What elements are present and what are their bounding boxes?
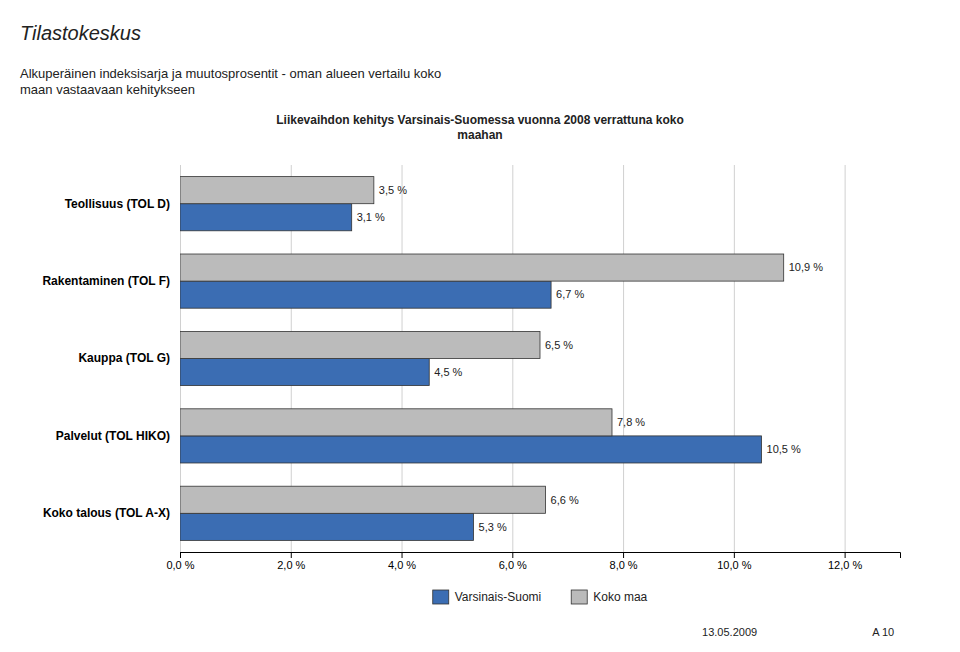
bar bbox=[180, 331, 540, 358]
x-tick: 0,0 % bbox=[166, 552, 194, 571]
x-tick-mark bbox=[180, 552, 181, 558]
x-tick: 12,0 % bbox=[828, 552, 862, 571]
x-tick-mark bbox=[623, 552, 624, 558]
y-tick: Kauppa (TOL G) bbox=[78, 351, 170, 365]
x-tick-mark bbox=[291, 552, 292, 558]
x-tick-mark bbox=[402, 552, 403, 558]
grid-tick bbox=[845, 165, 846, 552]
bar bbox=[180, 177, 374, 204]
bar bbox=[180, 204, 352, 231]
y-tick-label: Palvelut (TOL HIKO) bbox=[56, 429, 170, 443]
legend-label: Varsinais-Suomi bbox=[455, 590, 541, 604]
x-tick-label: 6,0 % bbox=[499, 559, 527, 571]
x-tick-label: 4,0 % bbox=[388, 559, 416, 571]
x-axis: 0,0 % 2,0 % 4,0 % 6,0 % 8,0 % 10,0 % 12,0 % bbox=[166, 552, 900, 571]
legend-swatch bbox=[433, 590, 449, 604]
y-tick-label: Teollisuus (TOL D) bbox=[65, 197, 170, 211]
x-tick: 2,0 % bbox=[277, 552, 305, 571]
x-tick-label: 10,0 % bbox=[717, 559, 751, 571]
legend-swatch bbox=[571, 590, 587, 604]
x-tick-label: 8,0 % bbox=[610, 559, 638, 571]
x-tick-label: 0,0 % bbox=[166, 559, 194, 571]
bar-series bbox=[180, 177, 784, 514]
grid-line bbox=[734, 165, 735, 552]
legend: Varsinais-Suomi Koko maa bbox=[433, 590, 648, 604]
y-tick: Palvelut (TOL HIKO) bbox=[56, 429, 170, 443]
annotation: Tilastokeskus bbox=[20, 22, 141, 44]
data-label: 3,5 % bbox=[379, 184, 407, 196]
legend-item: Varsinais-Suomi bbox=[433, 590, 541, 604]
data-label: 4,5 % bbox=[434, 366, 462, 378]
bar bbox=[180, 486, 546, 513]
bar bbox=[180, 359, 429, 386]
x-tick: 4,0 % bbox=[388, 552, 416, 571]
x-tick-label: 12,0 % bbox=[828, 559, 862, 571]
data-label: 6,5 % bbox=[545, 339, 573, 351]
x-tick: 6,0 % bbox=[499, 552, 527, 571]
data-label: 6,7 % bbox=[556, 288, 584, 300]
bar bbox=[180, 254, 784, 281]
y-tick: Teollisuus (TOL D) bbox=[65, 197, 170, 211]
plot: 5,3 % 10,5 % 4,5 % 6,7 % 3,1 % 6,6 % 7,8 % 6,5 … bbox=[42, 165, 900, 571]
y-tick-label: Rakentaminen (TOL F) bbox=[42, 274, 170, 288]
chart: Tilastokeskus Alkuperäinen indeksisarja j… bbox=[0, 0, 960, 652]
annotation: A 10 bbox=[872, 626, 894, 638]
grid-tick bbox=[623, 165, 624, 552]
data-labels: 5,3 % 10,5 % 4,5 % 6,7 % 3,1 % 6,6 % 7,8 % 6,5 … bbox=[357, 184, 823, 533]
y-axis: Koko talous (TOL A-X) Palvelut (TOL HIKO)… bbox=[42, 197, 170, 521]
x-tick-mark bbox=[845, 552, 846, 558]
legend-item: Koko maa bbox=[571, 590, 647, 604]
annotation: 13.05.2009 bbox=[702, 626, 757, 638]
bar bbox=[180, 281, 551, 308]
grid-line bbox=[623, 165, 624, 552]
legend-label: Koko maa bbox=[593, 590, 647, 604]
data-label: 7,8 % bbox=[617, 416, 645, 428]
y-tick: Rakentaminen (TOL F) bbox=[42, 274, 170, 288]
x-tick: 10,0 % bbox=[717, 552, 751, 571]
grid-line bbox=[845, 165, 846, 552]
x-tick-mark bbox=[512, 552, 513, 558]
grid-tick bbox=[734, 165, 735, 552]
bar bbox=[180, 436, 762, 463]
x-tick-mark bbox=[734, 552, 735, 558]
y-tick-label: Koko talous (TOL A-X) bbox=[43, 506, 170, 520]
bar bbox=[180, 513, 474, 540]
x-axis-line bbox=[181, 553, 901, 559]
subtitle: Liikevaihdon kehitys Varsinais-Suomessa … bbox=[276, 113, 684, 142]
y-tick-label: Kauppa (TOL G) bbox=[78, 351, 170, 365]
data-label: 3,1 % bbox=[357, 211, 385, 223]
data-label: 10,5 % bbox=[767, 443, 801, 455]
grid bbox=[181, 165, 846, 552]
bar bbox=[180, 409, 612, 436]
data-label: 10,9 % bbox=[789, 261, 823, 273]
data-label: 5,3 % bbox=[479, 521, 507, 533]
bars bbox=[180, 177, 784, 541]
x-tick: 8,0 % bbox=[610, 552, 638, 571]
title: Alkuperäinen indeksisarja ja muutosprose… bbox=[20, 66, 441, 97]
data-label: 6,6 % bbox=[551, 494, 579, 506]
x-tick-label: 2,0 % bbox=[277, 559, 305, 571]
y-tick: Koko talous (TOL A-X) bbox=[43, 506, 170, 520]
